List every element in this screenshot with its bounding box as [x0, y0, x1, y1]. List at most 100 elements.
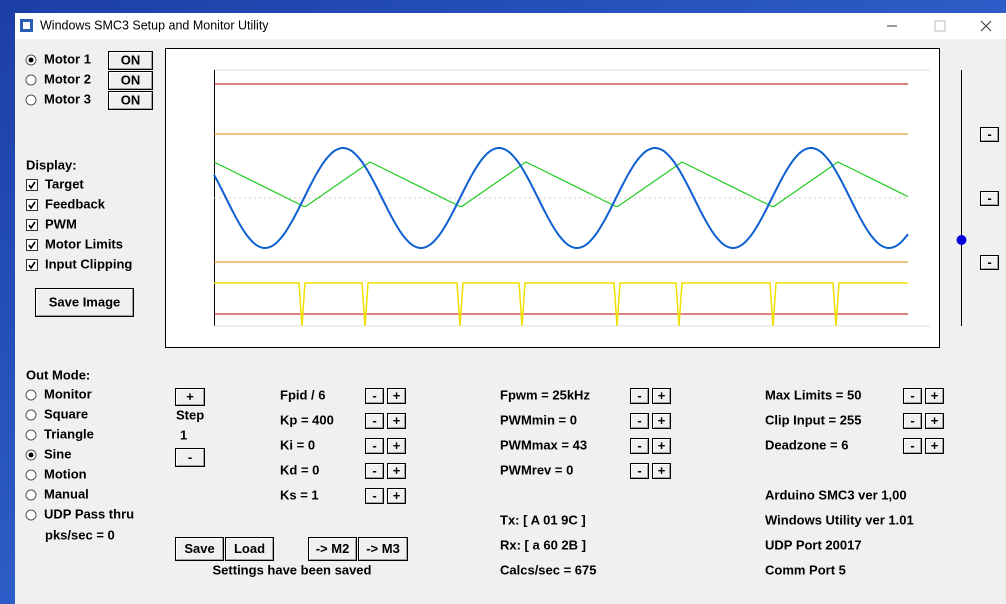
- slider-button[interactable]: [980, 255, 999, 270]
- spin-plus[interactable]: [925, 413, 944, 429]
- radio[interactable]: [25, 409, 37, 421]
- spin-minus-label: -: [910, 388, 914, 403]
- spin-plus-shade: [926, 414, 943, 428]
- radio[interactable]: [25, 509, 37, 521]
- spin-plus[interactable]: [387, 413, 406, 429]
- spin-minus[interactable]: [903, 438, 922, 454]
- spin-plus[interactable]: [652, 388, 671, 404]
- action-button-label: Save: [184, 541, 214, 556]
- checkbox[interactable]: [26, 219, 38, 231]
- info-label: Arduino SMC3 ver 1,00: [765, 487, 907, 502]
- radio[interactable]: [25, 469, 37, 481]
- spin-plus[interactable]: [652, 413, 671, 429]
- action-button-shade: [176, 538, 223, 560]
- save-image-button[interactable]: [35, 288, 134, 317]
- title-bar: [15, 13, 1006, 39]
- spin-plus-bevel: [926, 439, 943, 453]
- spin-plus[interactable]: [387, 438, 406, 454]
- spin-plus[interactable]: [387, 463, 406, 479]
- spin-plus-shade: [653, 389, 670, 403]
- spin-minus-label: -: [372, 388, 376, 403]
- on-button-shade: [109, 72, 152, 89]
- status-label: Calcs/sec = 675: [500, 562, 597, 577]
- param-label: PWMrev = 0: [500, 462, 573, 477]
- spin-plus[interactable]: [652, 438, 671, 454]
- out-mode-option: Monitor: [44, 386, 92, 401]
- display-label: Display:: [26, 157, 77, 172]
- out-mode-option: Square: [44, 406, 88, 421]
- on-button[interactable]: [108, 71, 153, 90]
- spin-plus[interactable]: [387, 488, 406, 504]
- spin-plus[interactable]: [387, 388, 406, 404]
- spin-plus-label: +: [393, 438, 401, 453]
- spin-minus-label: -: [910, 438, 914, 453]
- action-button[interactable]: [308, 537, 357, 561]
- slider-button[interactable]: [980, 191, 999, 206]
- spin-minus[interactable]: [365, 488, 384, 504]
- on-button[interactable]: [108, 91, 153, 110]
- param-label: Max Limits = 50: [765, 387, 861, 402]
- plot-frame: [165, 48, 940, 348]
- action-button-label: Load: [234, 541, 265, 556]
- step-minus-shade: [176, 449, 204, 466]
- radio[interactable]: [25, 429, 37, 441]
- on-button[interactable]: [108, 51, 153, 70]
- slider-button-label: -: [987, 190, 991, 205]
- spin-minus[interactable]: [903, 388, 922, 404]
- spin-minus-bevel: [631, 464, 648, 478]
- spin-minus[interactable]: [365, 388, 384, 404]
- checkbox[interactable]: [26, 179, 38, 191]
- spin-plus-label: +: [658, 413, 666, 428]
- param-label: Clip Input = 255: [765, 412, 861, 427]
- check-mark: [28, 201, 36, 210]
- spin-plus[interactable]: [925, 388, 944, 404]
- spin-minus-shade: [904, 414, 921, 428]
- radio[interactable]: [25, 94, 37, 106]
- on-button-label: ON: [121, 92, 141, 107]
- spin-plus-shade: [388, 489, 405, 503]
- slider-button-bevel: [981, 256, 998, 269]
- spin-minus[interactable]: [630, 413, 649, 429]
- slider-thumb[interactable]: [956, 235, 967, 245]
- spin-minus[interactable]: [630, 463, 649, 479]
- radio[interactable]: [25, 489, 37, 501]
- action-button[interactable]: [358, 537, 408, 561]
- radio[interactable]: [25, 389, 37, 401]
- rate-label: pks/sec = 0: [45, 527, 115, 542]
- step-minus-bevel: [176, 449, 204, 466]
- maximize-button[interactable]: [934, 20, 946, 32]
- spin-minus[interactable]: [365, 413, 384, 429]
- slider-button[interactable]: [980, 127, 999, 142]
- spin-plus-label: +: [393, 388, 401, 403]
- spin-plus[interactable]: [925, 438, 944, 454]
- info-label: Windows Utility ver 1.01: [765, 512, 914, 527]
- spin-minus-shade: [631, 414, 648, 428]
- checkbox[interactable]: [26, 259, 38, 271]
- checkbox[interactable]: [26, 199, 38, 211]
- step-minus[interactable]: [175, 448, 205, 467]
- spin-minus[interactable]: [630, 388, 649, 404]
- spin-minus[interactable]: [630, 438, 649, 454]
- param-label: Ks = 1: [280, 487, 319, 502]
- spin-minus-shade: [904, 389, 921, 403]
- spin-plus-label: +: [393, 463, 401, 478]
- window-title: Windows SMC3 Setup and Monitor Utility: [40, 18, 269, 32]
- slider-button-bevel: [981, 192, 998, 205]
- spin-plus-bevel: [388, 439, 405, 453]
- target-trace: [213, 147, 909, 249]
- out-mode-option: Manual: [44, 486, 89, 501]
- spin-minus[interactable]: [903, 413, 922, 429]
- close-button[interactable]: [980, 20, 992, 32]
- app-icon-inner: [23, 22, 30, 29]
- display-option: PWM: [45, 216, 77, 231]
- spin-plus[interactable]: [652, 463, 671, 479]
- radio[interactable]: [25, 74, 37, 86]
- spin-minus-label: -: [637, 388, 641, 403]
- spin-minus[interactable]: [365, 438, 384, 454]
- checkbox[interactable]: [26, 239, 38, 251]
- action-button[interactable]: [175, 537, 224, 561]
- action-button[interactable]: [225, 537, 274, 561]
- spin-minus[interactable]: [365, 463, 384, 479]
- step-plus[interactable]: [175, 388, 205, 406]
